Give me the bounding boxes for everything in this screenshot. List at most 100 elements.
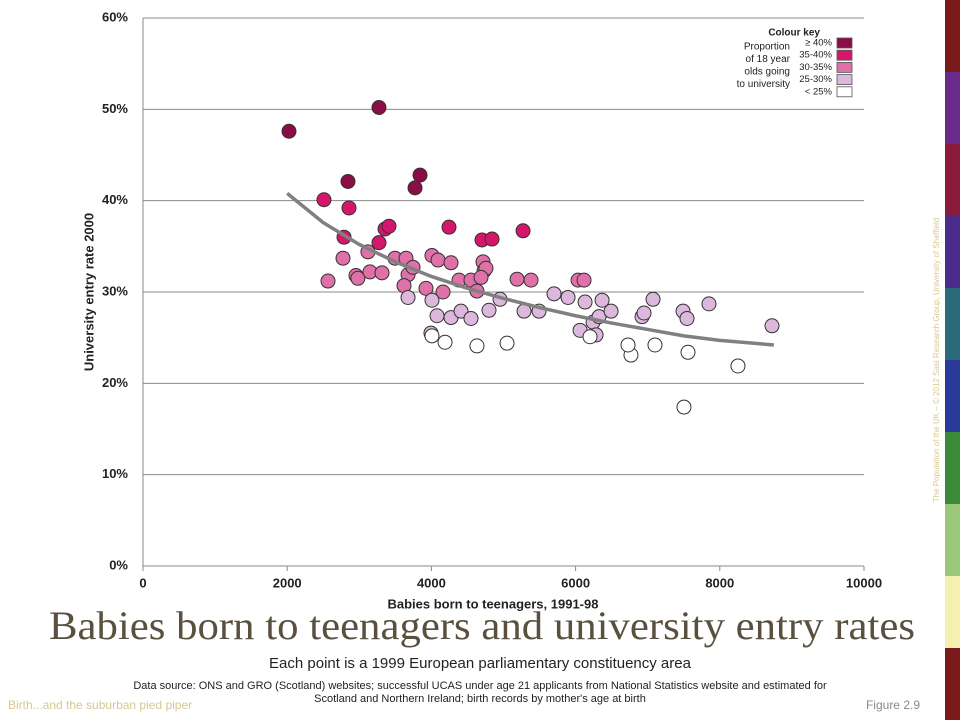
- point: [647, 337, 663, 353]
- point: [435, 284, 451, 300]
- point: [645, 291, 661, 307]
- point: [484, 231, 500, 247]
- y-tick-label: 40%: [102, 192, 128, 207]
- credit: The Population of the UK – © 2012 Sasi R…: [932, 218, 941, 503]
- point: [381, 218, 397, 234]
- point: [437, 334, 453, 350]
- point: [335, 250, 351, 266]
- point: [560, 289, 576, 305]
- strip: [945, 432, 960, 504]
- point: [429, 308, 445, 324]
- y-tick-label: 10%: [102, 466, 128, 481]
- x-tick-label: 8000: [705, 575, 734, 590]
- x-tick-label: 2000: [273, 575, 302, 590]
- point: [341, 200, 357, 216]
- point: [576, 272, 592, 288]
- legend-label: ≥ 40%: [805, 38, 832, 49]
- point: [316, 192, 332, 208]
- strip: [945, 648, 960, 720]
- legend-subtitle: of 18 year: [746, 54, 791, 65]
- legend-swatch: [836, 37, 853, 49]
- point: [515, 223, 531, 239]
- strip: [945, 0, 960, 72]
- y-tick-label: 50%: [102, 101, 128, 116]
- legend-swatch: [836, 49, 853, 61]
- point: [350, 270, 366, 286]
- legend-title: Colour key: [768, 28, 820, 39]
- point: [679, 310, 695, 326]
- point: [701, 296, 717, 312]
- y-axis-label: University entry rate 2000: [81, 213, 96, 371]
- legend-label: 30-35%: [799, 62, 832, 73]
- strip: [945, 504, 960, 576]
- point: [424, 292, 440, 308]
- point: [374, 265, 390, 281]
- point: [412, 167, 428, 183]
- point: [400, 289, 416, 305]
- point: [473, 269, 489, 285]
- legend-label: 25-30%: [799, 74, 832, 85]
- point: [430, 252, 446, 268]
- point: [546, 286, 562, 302]
- subtitle: Each point is a 1999 European parliament…: [269, 655, 692, 672]
- legend-label: < 25%: [805, 86, 833, 97]
- legend-subtitle: Proportion: [744, 42, 790, 53]
- point: [418, 280, 434, 296]
- strip: [945, 360, 960, 432]
- point: [499, 335, 515, 351]
- point: [603, 303, 619, 319]
- y-tick-label: 30%: [102, 283, 128, 298]
- x-tick-label: 6000: [561, 575, 590, 590]
- point: [764, 318, 780, 334]
- footer-right: Figure 2.9: [866, 698, 920, 712]
- footer-left: Birth...and the suburban pied piper: [8, 698, 192, 712]
- point: [371, 235, 387, 251]
- source-note: Data source: ONS and GRO (Scotland) webs…: [133, 680, 827, 692]
- legend-label: 35-40%: [799, 50, 832, 61]
- point: [577, 294, 593, 310]
- point: [509, 271, 525, 287]
- x-tick-label: 4000: [417, 575, 446, 590]
- strip: [945, 216, 960, 288]
- strip: [945, 288, 960, 360]
- legend-swatch: [836, 74, 853, 85]
- point: [730, 358, 746, 374]
- trend-line: [286, 192, 775, 347]
- point: [620, 337, 636, 353]
- x-axis-label: Babies born to teenagers, 1991-98: [388, 596, 599, 611]
- y-tick-label: 20%: [102, 375, 128, 390]
- slide-title: Babies born to teenagers and university …: [49, 603, 915, 648]
- point: [469, 338, 485, 354]
- point: [636, 305, 652, 321]
- point: [676, 399, 692, 415]
- y-tick-label: 60%: [102, 9, 128, 24]
- point: [281, 123, 297, 139]
- point: [443, 255, 459, 271]
- point: [340, 173, 356, 189]
- point: [594, 292, 610, 308]
- y-tick-label: 0%: [109, 557, 128, 572]
- point: [424, 328, 440, 344]
- legend-subtitle: to university: [737, 79, 790, 90]
- point: [371, 100, 387, 116]
- strip: [945, 72, 960, 144]
- side-strips: [945, 0, 960, 720]
- point: [680, 344, 696, 360]
- point: [407, 180, 423, 196]
- strip: [945, 144, 960, 216]
- x-tick-label: 0: [139, 575, 146, 590]
- legend-subtitle: olds going: [744, 67, 790, 78]
- point: [582, 329, 598, 345]
- point: [463, 310, 479, 326]
- legend-swatch: [836, 86, 853, 98]
- point: [523, 272, 539, 288]
- legend-swatch: [836, 62, 853, 73]
- source-note: Scotland and Northern Ireland; birth rec…: [314, 693, 646, 705]
- point: [441, 219, 457, 235]
- point: [481, 302, 497, 318]
- point: [320, 273, 336, 289]
